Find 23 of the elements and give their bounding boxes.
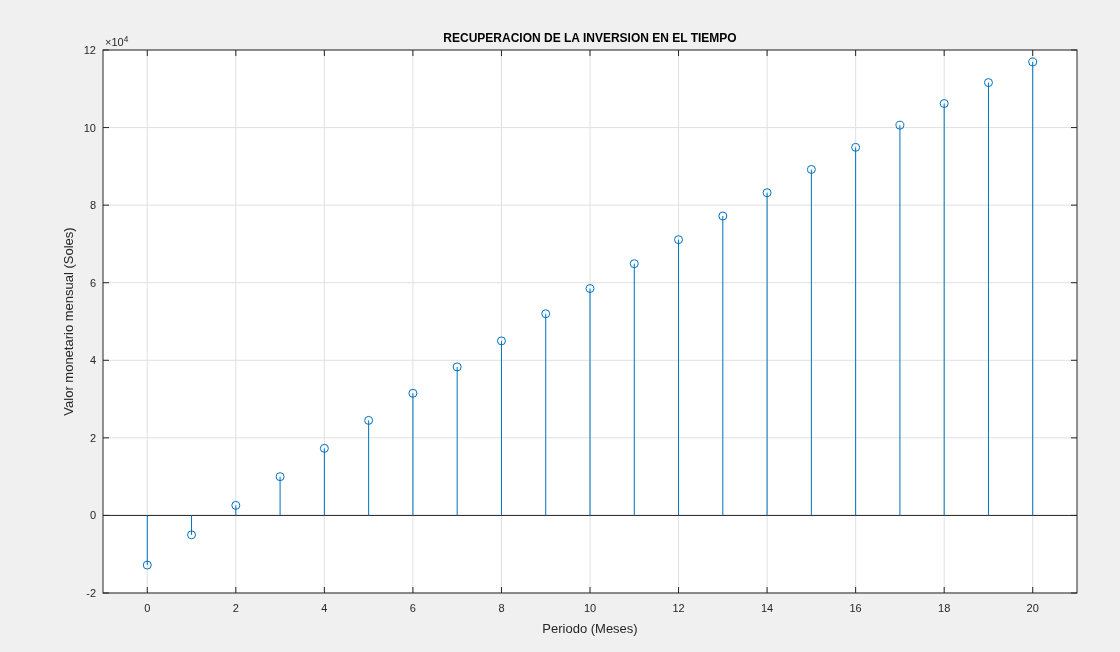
x-axis-title: Periodo (Meses): [542, 621, 638, 636]
y-tick-label: 12: [83, 44, 96, 56]
x-tick-label: 16: [849, 602, 862, 614]
y-tick-label: 4: [89, 354, 96, 367]
x-tick-label: 14: [760, 602, 774, 614]
x-tick-label: 20: [1026, 602, 1039, 614]
y-tick-label: 2: [89, 431, 96, 444]
y-tick-label: 10: [83, 121, 96, 134]
x-tick-label: 0: [144, 602, 151, 614]
x-tick-label: 12: [672, 602, 685, 614]
x-tick-label: 18: [938, 602, 951, 614]
x-tick-label: 10: [583, 602, 597, 614]
text: ×10$^{4}$: [105, 34, 129, 48]
chart-title: RECUPERACION DE LA INVERSION EN EL TIEMPO: [443, 31, 737, 45]
y-tick-label: -2: [86, 587, 96, 599]
y-tick-label: 6: [89, 276, 96, 289]
x-tick-label: 8: [498, 602, 505, 614]
y-tick-label: 8: [89, 199, 96, 212]
x-tick-label: 4: [321, 602, 328, 614]
x-tick-label: 6: [409, 602, 416, 614]
y-axis-title: Valor monetario mensual (Soles): [61, 227, 76, 416]
x-tick-label: 2: [232, 602, 239, 614]
y-tick-label: 0: [89, 509, 96, 522]
